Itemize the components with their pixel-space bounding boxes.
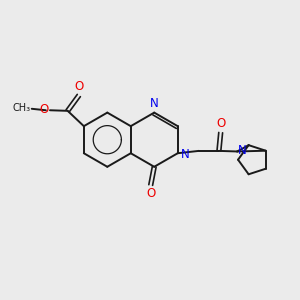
Text: N: N bbox=[150, 97, 159, 110]
Text: N: N bbox=[238, 144, 247, 158]
Text: N: N bbox=[181, 148, 189, 161]
Text: O: O bbox=[216, 117, 225, 130]
Text: O: O bbox=[74, 80, 83, 93]
Text: CH₃: CH₃ bbox=[12, 103, 31, 113]
Text: O: O bbox=[146, 188, 155, 200]
Text: O: O bbox=[39, 103, 48, 116]
